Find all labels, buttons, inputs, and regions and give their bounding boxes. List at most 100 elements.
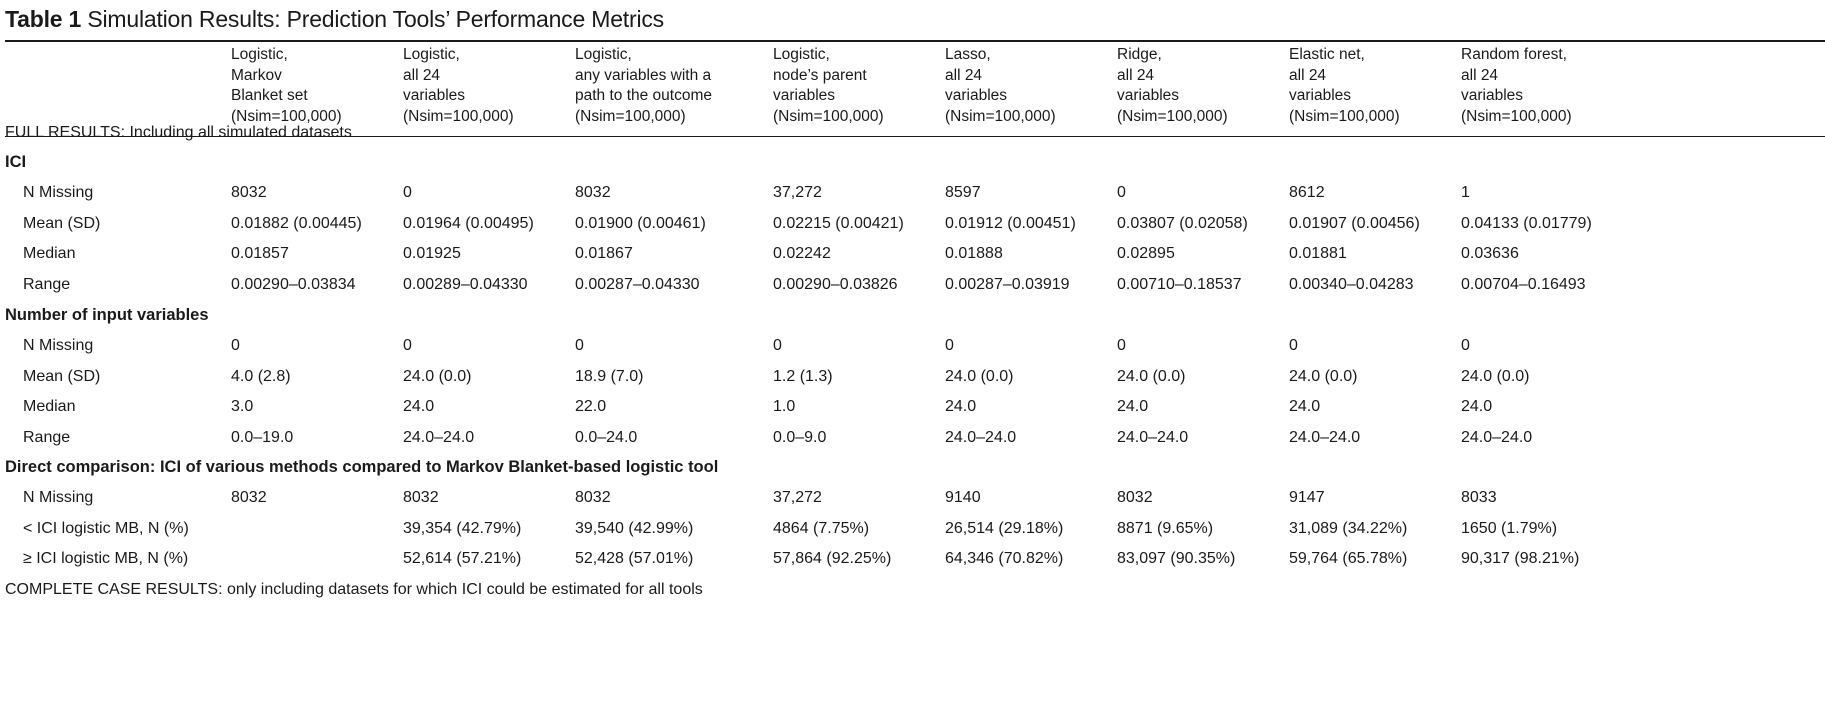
column-header-line: all 24: [1289, 66, 1327, 84]
section-title: Number of input variables: [5, 306, 209, 324]
column-header-line: (Nsim=100,000): [403, 107, 514, 125]
column-header: Logistic, Markov Blanket set (Nsim=100,000): [231, 45, 342, 127]
column-header-line: Logistic,: [575, 46, 632, 63]
column-header-line: variables: [1117, 87, 1180, 104]
table-cell: 0.03807 (0.02058): [1117, 214, 1248, 232]
table-cell: 0.01964 (0.00495): [403, 214, 534, 232]
table-cell: 8032: [575, 489, 611, 506]
table-cell: 90,317 (98.21%): [1461, 550, 1580, 567]
table-cell: 0.00287–0.04330: [575, 275, 700, 293]
table-cell: 0: [1117, 184, 1126, 201]
column-header-line: all 24: [1461, 66, 1499, 84]
table-cell: 0.01881: [1289, 245, 1347, 262]
column-header-line: any variables with a: [575, 66, 712, 84]
column-header-line: (Nsim=100,000): [1117, 107, 1228, 125]
table-cell: 4.0 (2.8): [231, 367, 291, 385]
table-cell: 8032: [575, 184, 611, 201]
table-cell: 4864 (7.75%): [773, 519, 870, 537]
column-header: Logistic, node’s parent variables (Nsim=100…: [773, 45, 884, 127]
table-cell: 0.01867: [575, 245, 633, 262]
table-row: Mean (SD) 0.01882 (0.00445) 0.01964 (0.004…: [0, 212, 1825, 236]
column-header-line: node’s parent: [773, 66, 867, 84]
row-label: N Missing: [23, 184, 94, 201]
table-cell: 0.01900 (0.00461): [575, 214, 706, 232]
table-cell: 0: [1117, 337, 1126, 354]
table-cell: 0.00704–0.16493: [1461, 275, 1586, 293]
column-header: Logistic, any variables with a path to the…: [575, 45, 712, 127]
table-cell: 24.0–24.0: [403, 428, 475, 446]
table-cell: 8871 (9.65%): [1117, 519, 1214, 537]
table-cell: 0.0–24.0: [575, 428, 638, 446]
table-cell: 24.0 (0.0): [1461, 367, 1530, 385]
column-header-line: Markov: [231, 66, 282, 84]
table-cell: 24.0–24.0: [945, 428, 1017, 446]
table-cell: 1: [1461, 184, 1470, 201]
table-caption: Table 1 Simulation Results: Prediction T…: [5, 6, 664, 33]
column-header-line: all 24: [945, 66, 983, 84]
table-cell: 3.0: [231, 398, 254, 415]
table-cell: 64,346 (70.82%): [945, 550, 1064, 567]
table-cell: 0: [773, 337, 782, 354]
row-label: < ICI logistic MB, N (%): [23, 519, 189, 537]
table-cell: 0.02215 (0.00421): [773, 214, 904, 232]
table-cell: 24.0: [945, 398, 977, 415]
table-cell: 57,864 (92.25%): [773, 550, 892, 567]
row-label: ≥ ICI logistic MB, N (%): [23, 550, 189, 567]
complete-case-note: COMPLETE CASE RESULTS: only including da…: [5, 581, 703, 598]
table-cell: 0.02242: [773, 245, 831, 262]
table-cell: 0.01882 (0.00445): [231, 214, 362, 232]
column-header-line: (Nsim=100,000): [1289, 107, 1400, 125]
column-header: Lasso, all 24 variables (Nsim=100,000): [945, 45, 1056, 127]
column-header-line: Elastic net,: [1289, 46, 1365, 63]
column-header: Random forest, all 24 variables (Nsim=100,0…: [1461, 45, 1572, 127]
table-row: Median 3.0 24.0 22.0 1.0 24.0 24.0 24.0 24.0: [0, 395, 1825, 419]
row-label: N Missing: [23, 337, 94, 354]
top-rule: [5, 40, 1825, 42]
table-cell: 0: [575, 337, 584, 354]
table-cell: 0.01888: [945, 245, 1003, 262]
column-header-line: variables: [773, 87, 836, 104]
column-header-line: all 24: [1117, 66, 1155, 84]
table-cell: 0.00290–0.03826: [773, 275, 898, 293]
row-label: Median: [23, 398, 76, 415]
column-header-line: Logistic,: [231, 46, 288, 63]
table-row: N Missing 8032 8032 8032 37,272 9140 8032 9147 8…: [0, 486, 1825, 510]
column-header-line: Ridge,: [1117, 46, 1162, 63]
row-label: Range: [23, 275, 71, 293]
table-cell: 24.0 (0.0): [403, 367, 472, 385]
table-cell: 0.00289–0.04330: [403, 275, 528, 293]
section-title: ICI: [5, 153, 27, 171]
table-cell: 52,428 (57.01%): [575, 550, 694, 567]
table-cell: 8612: [1289, 184, 1325, 201]
column-header-line: variables: [1461, 87, 1524, 104]
column-header-line: (Nsim=100,000): [1461, 107, 1572, 125]
column-header-line: path to the outcome: [575, 87, 713, 104]
column-header: Elastic net, all 24 variables (Nsim=100,000…: [1289, 45, 1400, 127]
table-cell: 24.0: [1289, 398, 1321, 415]
column-header-line: (Nsim=100,000): [231, 107, 342, 125]
table-cell: 24.0: [1461, 398, 1493, 415]
column-header: Logistic, all 24 variables (Nsim=100,000): [403, 45, 514, 127]
table-cell: 9140: [945, 489, 981, 506]
table-cell: 9147: [1289, 489, 1325, 506]
table-row: < ICI logistic MB, N (%) 39,354 (42.79%) 3…: [0, 517, 1825, 541]
table-cell: 0.00710–0.18537: [1117, 275, 1242, 293]
table-cell: 0.04133 (0.01779): [1461, 214, 1592, 232]
column-header-line: Blanket set: [231, 87, 308, 104]
row-label: Mean (SD): [23, 367, 101, 385]
table-cell: 0.0–9.0: [773, 428, 827, 446]
table-cell: 0.01925: [403, 245, 461, 262]
table-cell: 39,354 (42.79%): [403, 519, 522, 537]
table-cell: 24.0: [1117, 398, 1149, 415]
table-title: Simulation Results: Prediction Tools’ Pe…: [87, 6, 664, 32]
table-cell: 0.01907 (0.00456): [1289, 214, 1420, 232]
column-header-line: all 24: [403, 66, 441, 84]
table-cell: 24.0–24.0: [1117, 428, 1189, 446]
column-header-line: variables: [1289, 87, 1352, 104]
table-cell: 0.00340–0.04283: [1289, 275, 1414, 293]
table-cell: 24.0: [403, 398, 435, 415]
table-cell: 26,514 (29.18%): [945, 519, 1064, 537]
table-cell: 39,540 (42.99%): [575, 519, 694, 537]
table-cell: 59,764 (65.78%): [1289, 550, 1408, 567]
table-cell: 8032: [231, 184, 267, 201]
